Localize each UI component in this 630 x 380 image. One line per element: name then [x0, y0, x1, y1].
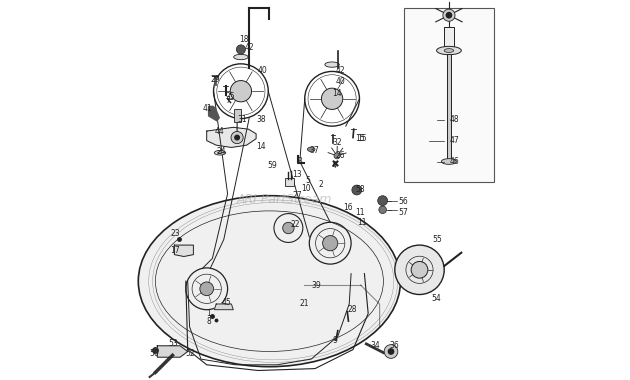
Polygon shape: [214, 304, 233, 310]
Bar: [404, 8, 493, 182]
Text: 7: 7: [226, 96, 231, 105]
Text: 32: 32: [332, 138, 341, 147]
Ellipse shape: [214, 150, 226, 155]
Polygon shape: [175, 245, 193, 256]
Text: 45: 45: [222, 298, 232, 307]
Text: 9: 9: [332, 336, 337, 345]
Text: 41: 41: [203, 104, 212, 113]
Text: 54: 54: [431, 294, 440, 303]
Text: 36: 36: [389, 341, 399, 350]
Text: 58: 58: [355, 185, 365, 195]
Text: 24: 24: [216, 147, 226, 157]
Text: ARI PartStream: ARI PartStream: [237, 193, 332, 206]
Ellipse shape: [139, 196, 401, 367]
Text: 47: 47: [450, 136, 460, 145]
Text: 13: 13: [292, 170, 302, 179]
Text: 15: 15: [357, 134, 367, 143]
Text: 5: 5: [306, 176, 311, 185]
Text: 3: 3: [298, 157, 303, 166]
Text: 2: 2: [319, 180, 324, 189]
Text: 29: 29: [210, 75, 220, 84]
Text: 56: 56: [399, 197, 408, 206]
Text: 11: 11: [357, 218, 366, 227]
Text: 4: 4: [332, 161, 337, 170]
Text: 37: 37: [309, 146, 319, 155]
Polygon shape: [207, 127, 256, 147]
Circle shape: [388, 349, 394, 354]
Text: 52: 52: [186, 349, 195, 358]
Circle shape: [236, 45, 246, 54]
Circle shape: [352, 185, 362, 195]
Circle shape: [379, 206, 386, 214]
Circle shape: [200, 282, 214, 296]
Polygon shape: [158, 346, 188, 357]
Text: 57: 57: [399, 208, 408, 217]
Text: 26: 26: [336, 151, 345, 160]
Text: 17: 17: [171, 246, 180, 255]
Ellipse shape: [234, 54, 248, 60]
Circle shape: [235, 135, 239, 140]
Circle shape: [384, 345, 398, 358]
Circle shape: [446, 13, 452, 18]
Text: 15: 15: [355, 134, 365, 143]
Text: 28: 28: [347, 305, 357, 314]
Text: 14: 14: [332, 89, 341, 98]
Text: 22: 22: [290, 220, 300, 229]
Text: 11: 11: [355, 208, 364, 217]
Text: 42: 42: [244, 43, 255, 52]
Circle shape: [334, 153, 340, 159]
Text: 34: 34: [370, 341, 380, 350]
Circle shape: [443, 9, 455, 21]
Bar: [444, 27, 454, 48]
Text: 25: 25: [226, 92, 236, 101]
Text: 40: 40: [336, 77, 346, 86]
Ellipse shape: [442, 159, 457, 165]
Circle shape: [378, 196, 387, 206]
Text: 42: 42: [336, 66, 345, 75]
Text: 46: 46: [450, 157, 460, 166]
Text: 16: 16: [343, 203, 353, 212]
Circle shape: [231, 131, 243, 144]
Circle shape: [321, 88, 343, 109]
Bar: [234, 109, 241, 122]
Bar: [447, 54, 451, 162]
Text: 10: 10: [302, 184, 311, 193]
Text: 31: 31: [237, 115, 247, 124]
Text: 18: 18: [239, 35, 248, 44]
Bar: [285, 178, 294, 186]
Text: 39: 39: [311, 280, 321, 290]
Circle shape: [395, 245, 444, 294]
Text: 40: 40: [258, 66, 268, 75]
Text: 38: 38: [256, 115, 266, 124]
Text: 50: 50: [150, 349, 159, 358]
Circle shape: [283, 222, 294, 234]
Text: 48: 48: [450, 115, 459, 124]
Ellipse shape: [307, 147, 315, 152]
Ellipse shape: [437, 46, 461, 55]
Circle shape: [411, 261, 428, 278]
Text: 55: 55: [433, 235, 442, 244]
Text: 53: 53: [169, 339, 178, 348]
Text: 23: 23: [171, 229, 180, 238]
Text: 44: 44: [214, 127, 224, 136]
Circle shape: [230, 81, 251, 102]
Ellipse shape: [444, 49, 454, 52]
Text: 8: 8: [207, 317, 212, 326]
Text: 59: 59: [268, 161, 277, 170]
Text: 1: 1: [207, 309, 212, 318]
Text: 14: 14: [256, 142, 266, 151]
Circle shape: [323, 236, 338, 251]
Ellipse shape: [218, 152, 222, 154]
Text: 21: 21: [300, 299, 309, 309]
Polygon shape: [209, 106, 219, 121]
Text: 27: 27: [292, 191, 302, 200]
Ellipse shape: [325, 62, 340, 67]
